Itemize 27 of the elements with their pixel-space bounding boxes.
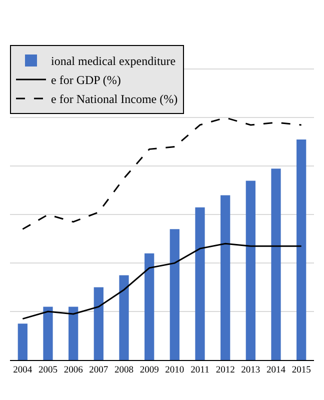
x-tick-label: 2007 — [89, 365, 108, 376]
bar — [195, 207, 205, 360]
bar — [170, 229, 180, 360]
bar — [18, 324, 28, 360]
legend-label: e for National Income (%) — [51, 92, 178, 106]
bar — [68, 306, 78, 360]
x-tick-label: 2014 — [266, 365, 286, 376]
x-tick-label: 2004 — [13, 365, 32, 376]
bar — [296, 140, 306, 360]
x-tick-label: 2006 — [64, 365, 84, 376]
bar — [246, 180, 256, 360]
bar — [94, 287, 104, 360]
bar — [271, 168, 281, 360]
legend-label: e for GDP (%) — [51, 73, 121, 88]
x-tick-label: 2005 — [38, 365, 58, 376]
bar — [43, 306, 53, 360]
x-tick-label: 2010 — [165, 365, 184, 376]
x-tick-label: 2008 — [114, 365, 134, 376]
legend-label: ional medical expenditure — [51, 54, 176, 68]
x-tick-label: 2012 — [216, 365, 236, 376]
x-tick-label: 2015 — [292, 365, 312, 376]
bar — [144, 253, 154, 360]
x-tick-label: 2011 — [190, 365, 210, 376]
x-tick-label: 2009 — [140, 365, 160, 376]
bar — [119, 275, 129, 360]
x-tick-label: 2013 — [241, 365, 260, 376]
bar — [220, 195, 230, 360]
